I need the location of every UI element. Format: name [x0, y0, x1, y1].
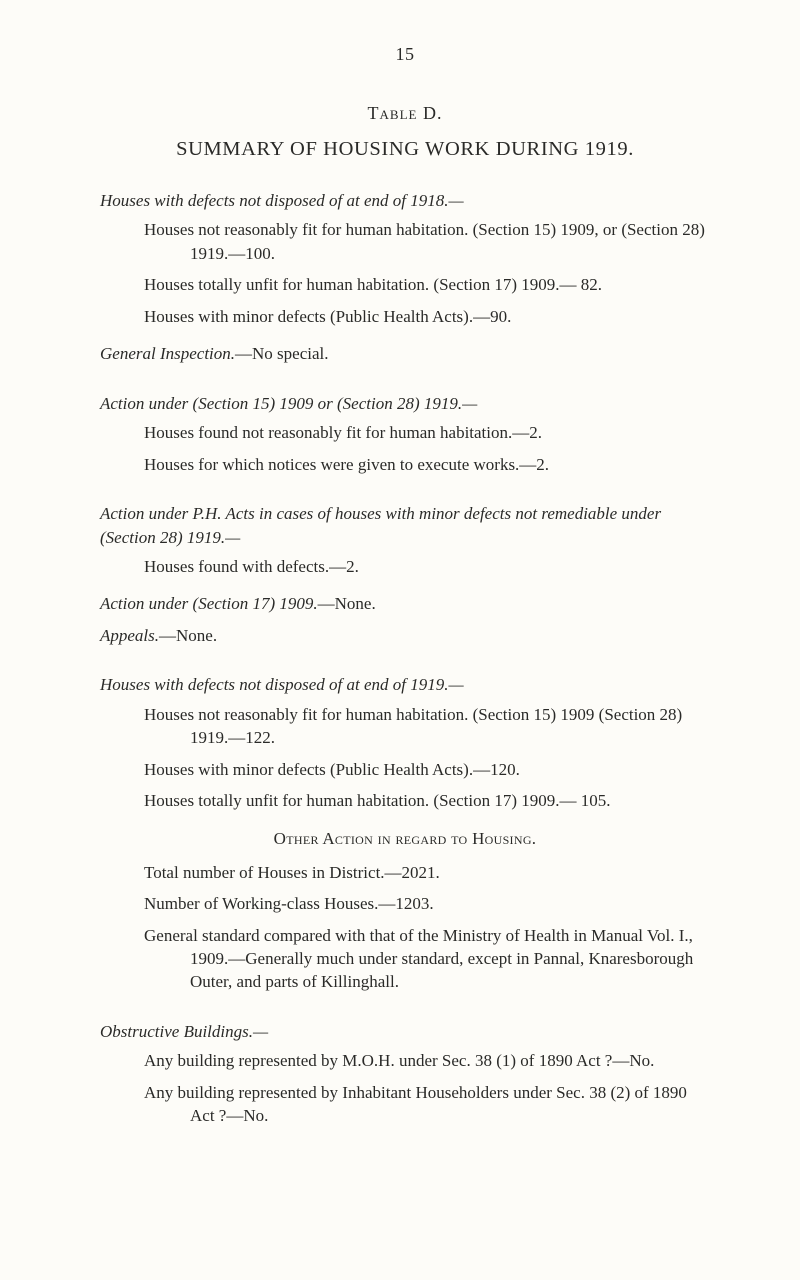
- section-heading: Obstructive Buildings.—: [100, 1020, 710, 1043]
- body-text: Houses with minor defects (Public Health…: [100, 758, 710, 781]
- page-number: 15: [100, 44, 710, 65]
- body-text: Total number of Houses in District.—2021…: [100, 861, 710, 884]
- italic-run: General Inspection.: [100, 344, 235, 363]
- section-heading: Houses with defects not disposed of at e…: [100, 673, 710, 696]
- body-text: Houses totally unfit for human habitatio…: [100, 789, 710, 812]
- body-text: Houses found with defects.—2.: [100, 555, 710, 578]
- body-text: Houses not reasonably fit for human habi…: [100, 218, 710, 265]
- page-title: SUMMARY OF HOUSING WORK DURING 1919.: [100, 138, 710, 161]
- italic-run: Appeals.: [100, 626, 159, 645]
- body-text: Houses found not reasonably fit for huma…: [100, 421, 710, 444]
- body-text: Any building represented by M.O.H. under…: [100, 1049, 710, 1072]
- body-text: General standard compared with that of t…: [100, 924, 710, 994]
- body-text: Houses totally unfit for human habitatio…: [100, 273, 710, 296]
- body-text: Houses with minor defects (Public Health…: [100, 305, 710, 328]
- body-text: Houses for which notices were given to e…: [100, 453, 710, 476]
- body-text: Appeals.—None.: [100, 624, 710, 647]
- body-text: Number of Working-class Houses.—1203.: [100, 892, 710, 915]
- table-label: Table D.: [100, 103, 710, 124]
- section-heading: Action under P.H. Acts in cases of house…: [100, 502, 710, 549]
- heading-text: Action under P.H. Acts in cases of house…: [100, 504, 661, 546]
- body-text: Action under (Section 17) 1909.—None.: [100, 592, 710, 615]
- italic-run: Action under (Section 17) 1909.: [100, 594, 318, 613]
- document-page: 15 Table D. SUMMARY OF HOUSING WORK DURI…: [0, 0, 800, 1280]
- body-text: Any building represented by Inhabitant H…: [100, 1081, 710, 1128]
- body-text: General Inspection.—No special.: [100, 342, 710, 365]
- table-label-text: Table D.: [368, 103, 443, 123]
- subheading: Other Action in regard to Housing.: [100, 829, 710, 849]
- section-heading: Action under (Section 15) 1909 or (Secti…: [100, 392, 710, 415]
- section-heading: Houses with defects not disposed of at e…: [100, 189, 710, 212]
- body-text: Houses not reasonably fit for human habi…: [100, 703, 710, 750]
